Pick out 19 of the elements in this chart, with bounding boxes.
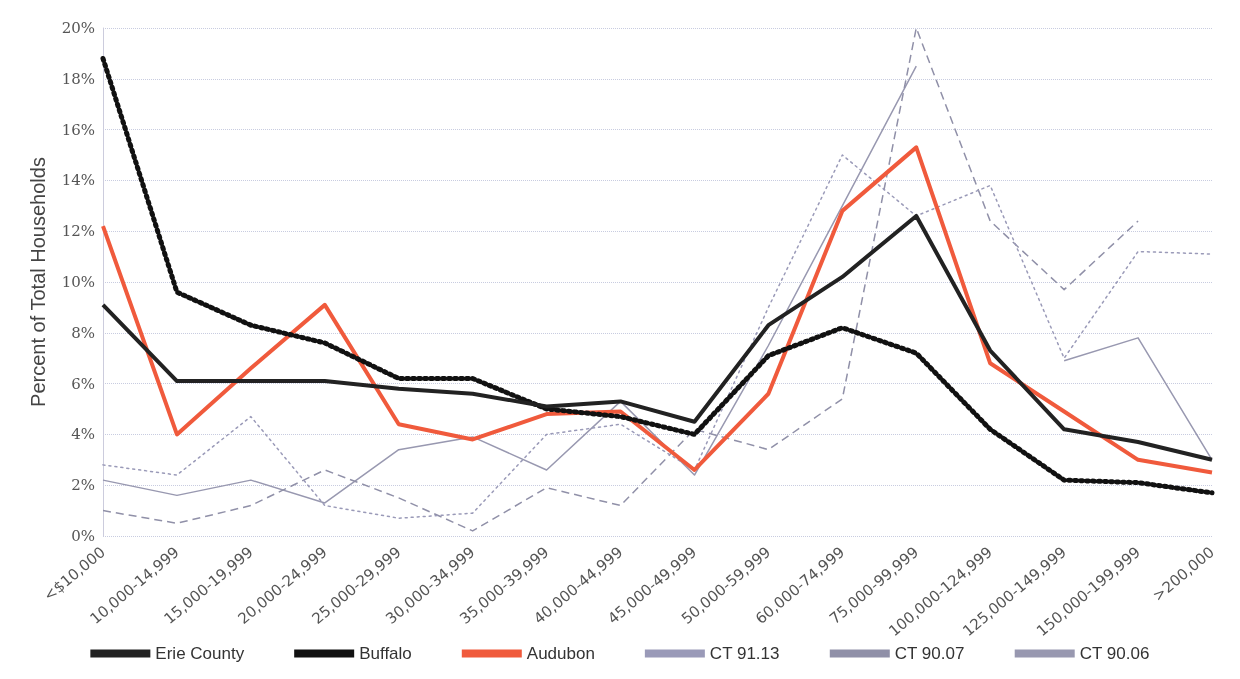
y-tick-label: 10% xyxy=(61,273,95,291)
y-tick-label: 8% xyxy=(71,323,95,342)
y-tick-label: 14% xyxy=(61,171,95,190)
y-tick-label: 6% xyxy=(71,374,95,393)
legend-label: CT 90.07 xyxy=(894,644,965,663)
y-tick-label: 20% xyxy=(61,19,95,37)
legend-label: CT 90.06 xyxy=(1079,644,1150,663)
y-tick-label: 12% xyxy=(61,222,95,241)
legend-label: Erie County xyxy=(155,644,245,663)
legend-label: CT 91.13 xyxy=(709,644,780,663)
y-axis-title: Percent of Total Households xyxy=(27,157,49,407)
y-tick-label: 0% xyxy=(71,527,95,545)
legend-label: Buffalo xyxy=(359,644,412,663)
y-tick-label: 18% xyxy=(61,69,95,88)
line-series xyxy=(101,213,1214,462)
y-tick-label: 4% xyxy=(71,425,95,444)
legend-label: Audubon xyxy=(526,644,595,663)
y-tick-label: 2% xyxy=(71,476,95,495)
y-tick-label: 16% xyxy=(61,120,95,139)
